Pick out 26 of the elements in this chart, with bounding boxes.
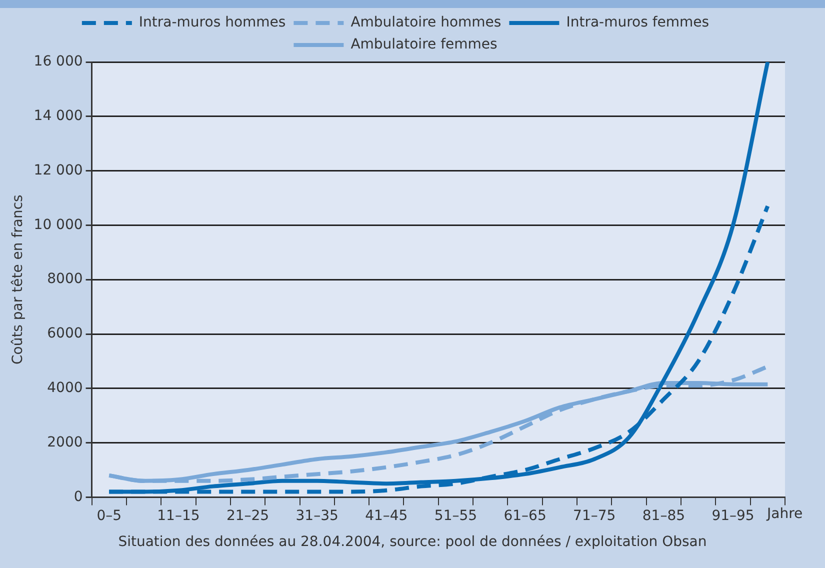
- y-axis-title: Coûts par tête en francs: [10, 194, 26, 365]
- x-axis-title: Jahre: [766, 506, 803, 522]
- x-tick-label: 11–15: [157, 508, 200, 524]
- y-tick-label: 6000: [47, 326, 83, 342]
- text: Situation des données au 28.04.2004, source: pool de données / exploitation Obsan: [117, 534, 708, 550]
- x-tick-label: 71–75: [573, 508, 616, 524]
- x-tick-label: 61–65: [504, 508, 546, 524]
- y-tick-label: 14 000: [34, 108, 83, 124]
- x-tick-label: 91–95: [712, 508, 754, 524]
- legend-label: Intra-muros hommes: [138, 14, 286, 31]
- y-tick-label: 10 000: [34, 216, 83, 233]
- legend-label: Intra-muros femmes: [566, 14, 710, 31]
- legend-label: Ambulatoire femmes: [350, 36, 498, 53]
- y-tick-label: 2000: [47, 434, 83, 450]
- y-tick-label: 12 000: [34, 162, 83, 178]
- y-tick-label: 8000: [47, 271, 83, 288]
- y-tick-label: 16 000: [34, 54, 83, 70]
- x-tick-label: 0–5: [96, 508, 122, 524]
- legend-label: Ambulatoire hommes: [350, 14, 502, 31]
- x-tick-label: 21–25: [226, 508, 270, 524]
- x-tick-label: 51–55: [434, 508, 478, 524]
- x-tick-label: 31–35: [296, 508, 338, 524]
- x-tick-label: 81–85: [642, 508, 686, 524]
- y-tick-label: 0: [74, 488, 83, 505]
- x-tick-label: 41–45: [365, 508, 408, 524]
- y-tick-label: 4000: [47, 380, 83, 396]
